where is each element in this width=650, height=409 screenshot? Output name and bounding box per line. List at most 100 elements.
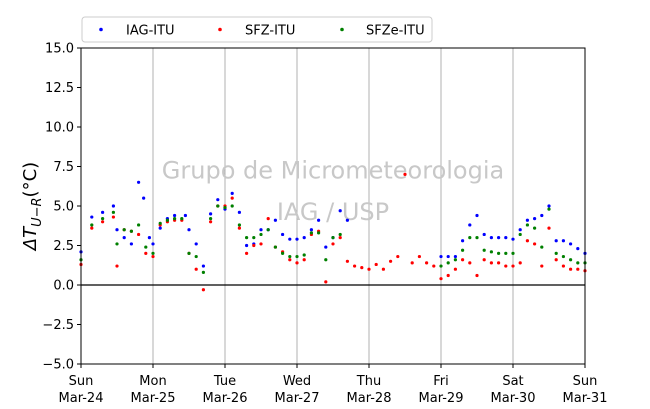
data-point (173, 217, 177, 221)
data-point (295, 261, 299, 265)
data-point (569, 242, 573, 246)
data-point (302, 236, 306, 240)
data-point (345, 218, 349, 222)
data-point (194, 254, 198, 259)
data-point (317, 218, 321, 222)
data-point (309, 228, 313, 232)
data-point (547, 207, 551, 211)
data-point (111, 215, 115, 219)
data-point (111, 204, 115, 208)
data-point (115, 228, 119, 232)
x-tick-label-day: Thu (356, 374, 381, 389)
data-point (115, 242, 119, 246)
data-point (245, 236, 249, 240)
data-point (482, 248, 486, 252)
data-point (511, 264, 515, 268)
data-point (338, 236, 342, 240)
data-point (489, 236, 493, 240)
data-point (446, 273, 450, 278)
legend-marker (99, 27, 103, 32)
data-point (144, 251, 148, 255)
data-point (453, 254, 457, 259)
data-point (115, 264, 119, 268)
data-point (129, 242, 133, 246)
data-point (90, 215, 94, 219)
data-point (201, 270, 205, 274)
x-tick-label-day: Mon (139, 374, 166, 389)
data-point (209, 217, 213, 221)
data-point (122, 236, 126, 240)
data-point (345, 259, 349, 263)
data-point (252, 236, 256, 240)
data-point (324, 258, 328, 262)
data-point (489, 261, 493, 265)
data-point (237, 210, 241, 214)
y-axis-label: ΔTU−R(°C) (20, 162, 45, 252)
data-point (547, 226, 551, 230)
data-point (259, 242, 263, 246)
data-point (288, 237, 292, 241)
y-tick-label: 0.0 (53, 279, 74, 294)
data-point (338, 232, 342, 237)
data-point (489, 250, 493, 254)
data-point (151, 254, 155, 259)
data-point (331, 236, 335, 240)
data-point (137, 180, 141, 184)
data-point (425, 261, 429, 265)
data-point (561, 239, 566, 243)
data-point (439, 277, 443, 281)
data-point (180, 217, 184, 221)
data-point (245, 243, 249, 248)
x-tick-label-date: Mar-26 (203, 391, 248, 406)
y-tick-label: 12.5 (45, 81, 74, 96)
data-point (504, 236, 508, 240)
data-point (230, 196, 234, 200)
data-point (533, 226, 537, 230)
data-point (237, 226, 241, 230)
data-point (324, 245, 328, 249)
x-tick-label-date: Mar-31 (563, 391, 608, 406)
y-tick-label: −5.0 (42, 358, 74, 373)
data-points (79, 172, 587, 292)
data-point (273, 218, 277, 222)
data-point (453, 267, 457, 271)
data-point (187, 228, 191, 232)
data-point (216, 198, 220, 202)
watermark: Grupo de Micrometeorologia IAG / USP (162, 157, 504, 227)
data-point (90, 226, 94, 230)
data-point (259, 228, 263, 232)
data-point (497, 261, 501, 265)
data-point (252, 243, 256, 248)
data-point (367, 267, 371, 271)
x-tick-label-day: Sun (69, 374, 94, 389)
legend-marker (340, 27, 344, 32)
data-point (295, 237, 299, 241)
legend-box (81, 16, 433, 43)
data-point (439, 254, 443, 259)
legend-label: SFZe-ITU (366, 24, 425, 39)
data-point (482, 258, 486, 262)
data-point (561, 264, 566, 268)
data-point (111, 210, 115, 214)
data-point (533, 217, 537, 221)
data-point (331, 242, 335, 246)
data-point (158, 221, 162, 225)
y-tick-label: 2.5 (53, 239, 74, 254)
data-point (525, 218, 530, 222)
data-point (461, 239, 465, 243)
data-point (237, 223, 241, 227)
y-axis-ticks: −5.0 −2.5 0.0 2.5 5.0 7.5 10.0 12.5 15.0 (42, 42, 81, 373)
data-point (518, 228, 522, 232)
data-point (353, 264, 357, 268)
plot-area (81, 48, 585, 364)
data-point (144, 245, 148, 249)
data-point (576, 261, 580, 265)
data-point (432, 264, 436, 268)
data-point (547, 204, 551, 208)
data-point (468, 223, 472, 227)
data-point (165, 218, 169, 222)
data-point (468, 261, 472, 265)
data-point (101, 220, 105, 224)
y-tick-label: −2.5 (42, 318, 74, 333)
